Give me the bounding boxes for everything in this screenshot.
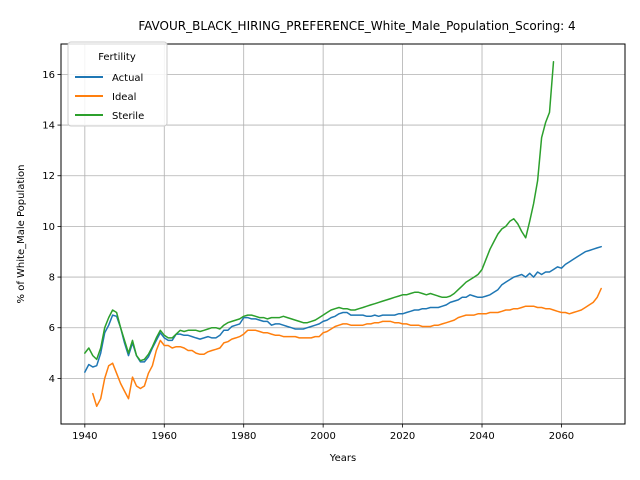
chart-title: FAVOUR_BLACK_HIRING_PREFERENCE_White_Mal… [138, 19, 575, 33]
y-tick-label: 12 [42, 171, 55, 182]
legend-title: Fertility [98, 52, 136, 63]
x-tick-label: 2020 [390, 431, 415, 442]
legend-label-actual: Actual [112, 73, 143, 84]
y-tick-label: 16 [42, 70, 55, 81]
y-axis-label: % of White_Male Population [16, 165, 27, 304]
x-tick-label: 2060 [549, 431, 574, 442]
series-line-ideal [92, 287, 602, 408]
legend-box [67, 41, 168, 127]
y-tick-label: 4 [49, 374, 55, 385]
y-tick-label: 6 [49, 323, 55, 334]
y-tick-label: 14 [42, 121, 55, 132]
x-tick-label: 2040 [469, 431, 494, 442]
x-axis-label: Years [329, 453, 356, 464]
x-tick-label: 1960 [152, 431, 177, 442]
legend-label-ideal: Ideal [112, 92, 136, 103]
legend: Fertility Actual Ideal Sterile [67, 41, 168, 127]
grid [61, 44, 625, 424]
series-line-actual [84, 245, 602, 373]
series-lines [84, 60, 602, 408]
axis-ticks: 1940 1960 1980 2000 2020 2040 2060 4 6 8 10 12 14 16 [42, 70, 574, 442]
legend-label-sterile: Sterile [112, 111, 144, 122]
plot-frame [60, 43, 626, 425]
y-tick-label: 8 [49, 273, 55, 284]
series-line-sterile [84, 60, 555, 362]
x-tick-label: 2000 [310, 431, 335, 442]
y-tick-label: 10 [42, 222, 55, 233]
x-tick-label: 1940 [72, 431, 97, 442]
x-tick-label: 1980 [231, 431, 256, 442]
